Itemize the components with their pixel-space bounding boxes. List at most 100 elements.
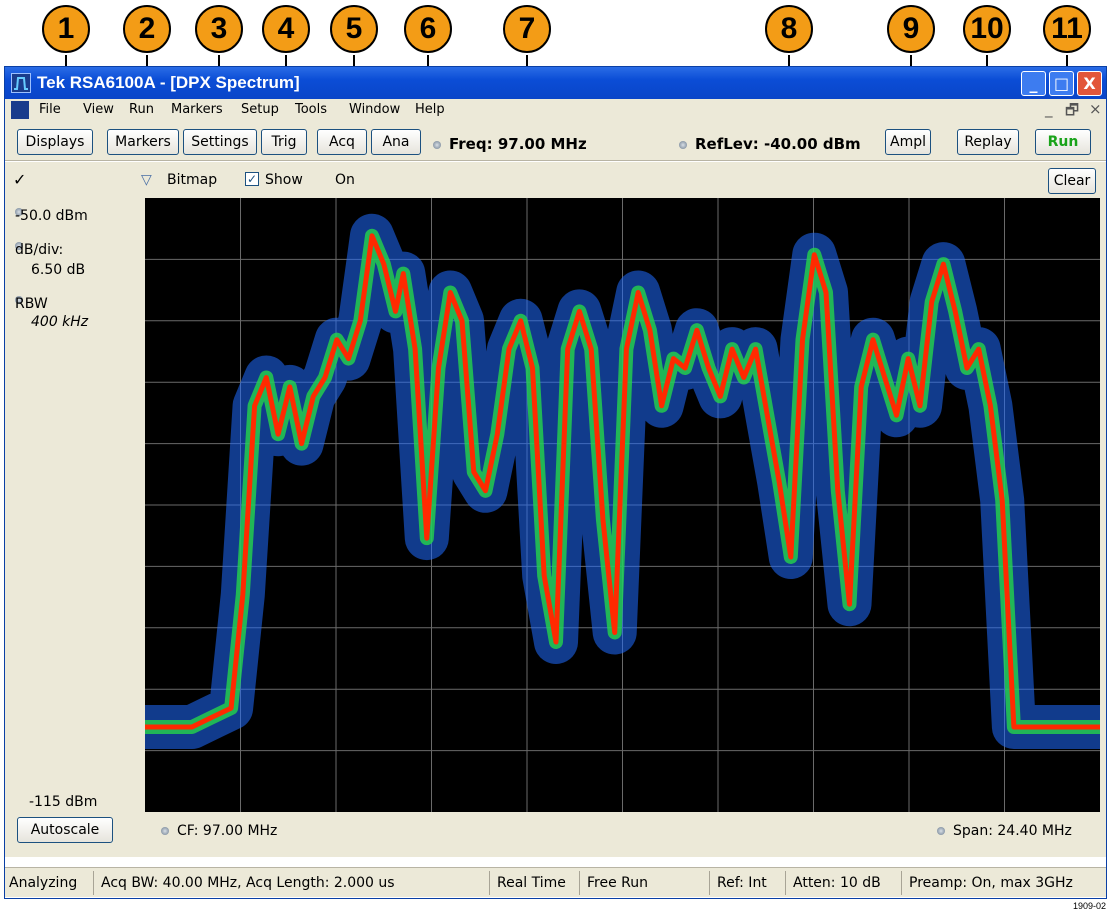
callout-1: 1 <box>42 5 90 53</box>
ampl-button[interactable]: Ampl <box>885 129 931 155</box>
trace-point <box>836 489 840 493</box>
ana-button[interactable]: Ana <box>371 129 421 155</box>
trace-point <box>311 394 315 398</box>
trace-point <box>241 593 245 597</box>
trace-point <box>707 366 711 370</box>
trace-point <box>941 262 945 266</box>
trace-point <box>812 253 816 257</box>
document-icon[interactable] <box>11 101 29 119</box>
trace-point <box>495 432 499 436</box>
trace-point <box>542 574 546 578</box>
close-button[interactable]: X <box>1077 71 1102 96</box>
trace-point <box>425 536 429 540</box>
trace-point <box>906 357 910 361</box>
trig-button[interactable]: Trig <box>261 129 307 155</box>
trace-point <box>448 291 452 294</box>
status-mode: Real Time <box>497 875 566 891</box>
spectrum-plot[interactable] <box>143 198 1102 812</box>
trace-point <box>1047 725 1051 729</box>
rbw-value: 400 kHz <box>31 314 89 330</box>
trace-select[interactable]: Bitmap <box>167 172 218 188</box>
trace-point <box>718 394 722 398</box>
acq-button[interactable]: Acq <box>317 129 367 155</box>
menu-view[interactable]: View <box>83 102 114 117</box>
callout-3: 3 <box>195 5 243 53</box>
menu-run[interactable]: Run <box>129 102 154 117</box>
cf-readout[interactable]: CF: 97.00 MHz <box>161 823 277 839</box>
trace-visible-check-icon[interactable]: ✓ <box>13 170 27 189</box>
run-button[interactable]: Run <box>1035 129 1091 155</box>
callout-8: 8 <box>765 5 813 53</box>
trace-point <box>335 338 339 342</box>
trace-point <box>1000 498 1004 502</box>
replay-button[interactable]: Replay <box>957 129 1019 155</box>
callout-5: 5 <box>330 5 378 53</box>
trace-point <box>777 479 781 483</box>
autoscale-button[interactable]: Autoscale <box>17 817 113 843</box>
trace-point <box>895 413 898 417</box>
trace-point <box>370 234 374 238</box>
trace-point <box>848 602 851 606</box>
status-bar: Analyzing Acq BW: 40.00 MHz, Acq Length:… <box>5 867 1106 897</box>
menu-file[interactable]: File <box>39 102 61 117</box>
window-title: Tek RSA6100A - [DPX Spectrum] <box>37 73 300 92</box>
figure-number: 1909-02 <box>1072 901 1106 911</box>
menu-window[interactable]: Window <box>349 102 401 117</box>
trace-point <box>507 347 511 351</box>
trace-point <box>1012 725 1016 729</box>
menu-setup[interactable]: Setup <box>241 102 279 117</box>
callout-4: 4 <box>262 5 310 53</box>
trace-point <box>742 376 746 379</box>
trace-point <box>229 706 233 710</box>
status-atten: Atten: 10 dB <box>793 875 881 891</box>
trace-point <box>401 272 405 276</box>
trace-point <box>624 347 628 351</box>
menu-bar: File View Run Markers Setup Tools Window… <box>5 99 1106 121</box>
freq-readout[interactable]: Freq: 97.00 MHz <box>433 135 587 153</box>
status-preamp: Preamp: On, max 3GHz <box>909 875 1073 891</box>
menu-tools[interactable]: Tools <box>295 102 328 117</box>
settings-button[interactable]: Settings <box>183 129 257 155</box>
status-trigger: Free Run <box>587 875 649 891</box>
maximize-button[interactable]: □ <box>1049 71 1074 96</box>
mdi-close-icon[interactable]: × <box>1089 100 1102 118</box>
title-bar[interactable]: Tek RSA6100A - [DPX Spectrum] _ □ X <box>5 67 1106 99</box>
spectrum-plot-svg <box>143 198 1102 812</box>
trace-point <box>276 432 280 436</box>
trace-point <box>577 309 581 313</box>
trace-point <box>531 366 534 370</box>
mdi-minimize-icon[interactable]: _ <box>1045 100 1053 118</box>
trace-point <box>613 631 617 634</box>
trace-point <box>824 291 828 294</box>
minimize-button[interactable]: _ <box>1021 71 1046 96</box>
callout-row: 1 2 3 4 5 6 7 8 9 10 11 <box>0 0 1109 135</box>
menu-help[interactable]: Help <box>415 102 445 117</box>
trace-point <box>382 262 386 266</box>
trace-point <box>765 413 769 417</box>
trace-point <box>754 347 758 351</box>
trace-point <box>1075 725 1078 729</box>
trace-point <box>965 366 969 370</box>
reflev-readout[interactable]: RefLev: -40.00 dBm <box>679 135 861 153</box>
trace-point <box>859 385 863 389</box>
trace-point <box>953 309 957 313</box>
trace-point <box>300 442 304 446</box>
spectrum-app-icon <box>11 73 31 93</box>
trace-point <box>170 725 174 729</box>
menu-markers[interactable]: Markers <box>171 102 223 117</box>
clear-button[interactable]: Clear <box>1048 168 1096 194</box>
trace-point <box>988 404 992 408</box>
mdi-restore-icon[interactable]: 🗗 <box>1065 101 1080 119</box>
markers-button[interactable]: Markers <box>107 129 179 155</box>
displays-button[interactable]: Displays <box>17 129 93 155</box>
trace-point <box>801 338 804 342</box>
trace-point <box>437 366 440 370</box>
span-readout[interactable]: Span: 24.40 MHz <box>937 823 1072 839</box>
status-ref: Ref: Int <box>717 875 767 891</box>
trace-point <box>358 319 362 323</box>
trace-point <box>253 404 257 408</box>
trace-point <box>472 470 476 474</box>
trace-dropdown-icon[interactable]: ▽ <box>141 172 152 188</box>
trace-point <box>589 347 593 351</box>
callout-2: 2 <box>123 5 171 53</box>
